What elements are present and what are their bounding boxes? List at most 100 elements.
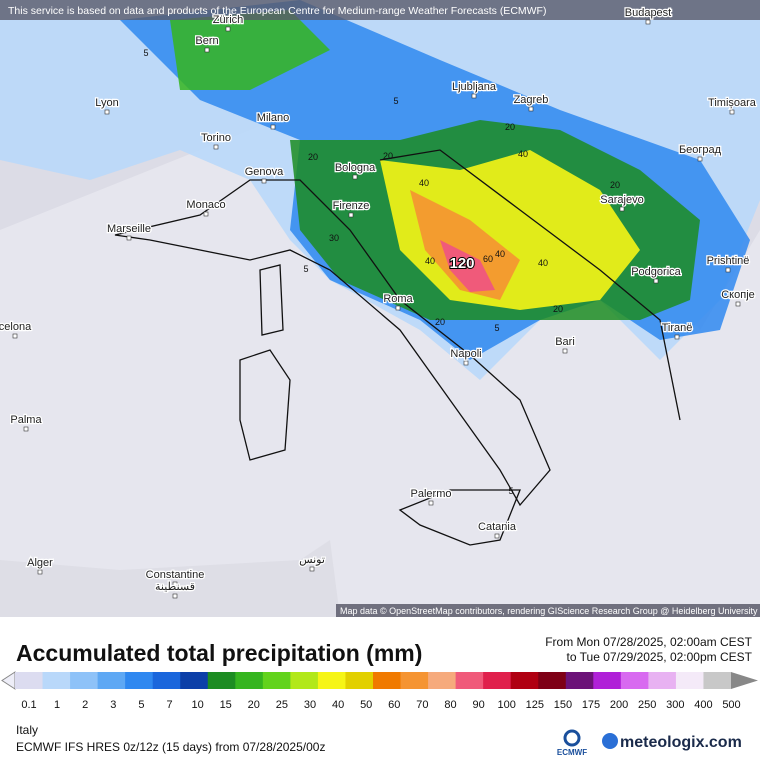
city-label: Alger <box>27 557 53 569</box>
coastline <box>239 264 521 546</box>
city-marker <box>674 334 680 340</box>
legend-swatch <box>428 672 457 689</box>
contour-label: 30 <box>329 233 339 243</box>
city-label: Sarajevo <box>600 194 643 206</box>
city-label: Budapest <box>625 7 671 19</box>
city-label: Скопје <box>721 289 755 301</box>
city-marker <box>172 581 178 587</box>
banner-bg <box>0 0 760 20</box>
contour-label: 20 <box>308 152 318 162</box>
precip-area <box>440 240 495 292</box>
city-marker <box>126 235 132 241</box>
city-marker <box>653 278 659 284</box>
legend-label: 250 <box>638 699 656 711</box>
legend-swatch <box>648 672 677 689</box>
city-label: Milano <box>257 112 289 124</box>
contour-label: 5 <box>508 486 513 496</box>
city-marker <box>352 174 358 180</box>
city-label: Lyon <box>95 97 118 109</box>
city-label: Bologna <box>335 162 376 174</box>
legend-label: 150 <box>554 699 572 711</box>
contour-label: 120 <box>449 255 474 272</box>
city-marker <box>225 26 231 32</box>
city-marker <box>428 500 434 506</box>
city-label: Genova <box>245 166 284 178</box>
legend-label: 0.1 <box>21 699 36 711</box>
city-marker <box>261 178 267 184</box>
legend-swatch <box>97 672 126 689</box>
legend-swatch <box>400 672 429 689</box>
city-label: Catania <box>478 521 517 533</box>
legend-label: 10 <box>191 699 203 711</box>
city-marker <box>528 106 534 112</box>
legend-label: 90 <box>472 699 484 711</box>
legend-label: 70 <box>416 699 428 711</box>
precip-area <box>170 10 330 90</box>
coastline <box>114 149 681 507</box>
legend-swatch <box>620 672 649 689</box>
city-marker <box>729 109 735 115</box>
ecmwf-logo-text: ECMWF <box>557 748 587 757</box>
city-marker <box>697 156 703 162</box>
title: Accumulated total precipitation (mm) <box>16 640 422 666</box>
city-marker <box>172 593 178 599</box>
legend-swatch <box>180 672 209 689</box>
legend-swatch <box>125 672 154 689</box>
attribution-bg <box>336 604 760 617</box>
legend-swatch <box>565 672 594 689</box>
site-logo <box>602 733 618 749</box>
legend-label: 400 <box>694 699 712 711</box>
legend-swatch <box>152 672 181 689</box>
contour-label: 20 <box>383 151 393 161</box>
city-marker <box>104 109 110 115</box>
model: ECMWF IFS HRES 0z/12z (15 days) from 07/… <box>16 740 325 754</box>
city-label: celona <box>0 321 32 333</box>
legend-label: 125 <box>526 699 544 711</box>
city-label: Tiranë <box>662 322 693 334</box>
contour-label: 20 <box>553 304 563 314</box>
city-label: Monaco <box>186 199 225 211</box>
period-from: From Mon 07/28/2025, 02:00am CEST <box>545 635 752 649</box>
legend-swatch <box>538 672 567 689</box>
city-marker <box>562 348 568 354</box>
contour-label: 40 <box>518 149 528 159</box>
city-marker <box>735 301 741 307</box>
city-label: Firenze <box>333 200 370 212</box>
city-marker <box>309 566 315 572</box>
banner: This service is based on data and produc… <box>8 5 546 17</box>
city-marker <box>270 124 276 130</box>
region: Italy <box>16 723 38 737</box>
legend-swatch <box>510 672 539 689</box>
contour-label: 20 <box>610 180 620 190</box>
precip-area <box>410 190 520 300</box>
legend-swatch <box>290 672 319 689</box>
legend-swatch <box>703 672 732 689</box>
land <box>0 540 340 617</box>
legend-label: 20 <box>248 699 260 711</box>
city-label: Zagreb <box>514 94 549 106</box>
legend-label: 3 <box>110 699 116 711</box>
city-marker <box>213 144 219 150</box>
legend-swatch <box>207 672 236 689</box>
city-label: Prishtinë <box>707 255 750 267</box>
legend-swatch <box>235 672 264 689</box>
contour-label: 40 <box>425 256 435 266</box>
legend-label: 50 <box>360 699 372 711</box>
ecmwf-logo <box>563 729 581 747</box>
contour-label: 5 <box>143 48 148 58</box>
legend-label: 15 <box>220 699 232 711</box>
contour-label: 5 <box>494 323 499 333</box>
city-label: Zürich <box>213 14 244 26</box>
city-label: Ljubljana <box>452 81 497 93</box>
city-label: Constantine <box>146 569 205 581</box>
city-marker <box>471 93 477 99</box>
city-label: Napoli <box>450 348 481 360</box>
city-label: Београд <box>679 144 722 156</box>
city-marker <box>645 19 651 25</box>
contour-label: 5 <box>393 96 398 106</box>
legend-label: 40 <box>332 699 344 711</box>
city-marker <box>23 426 29 432</box>
legend-swatch <box>455 672 484 689</box>
legend-swatch <box>317 672 346 689</box>
